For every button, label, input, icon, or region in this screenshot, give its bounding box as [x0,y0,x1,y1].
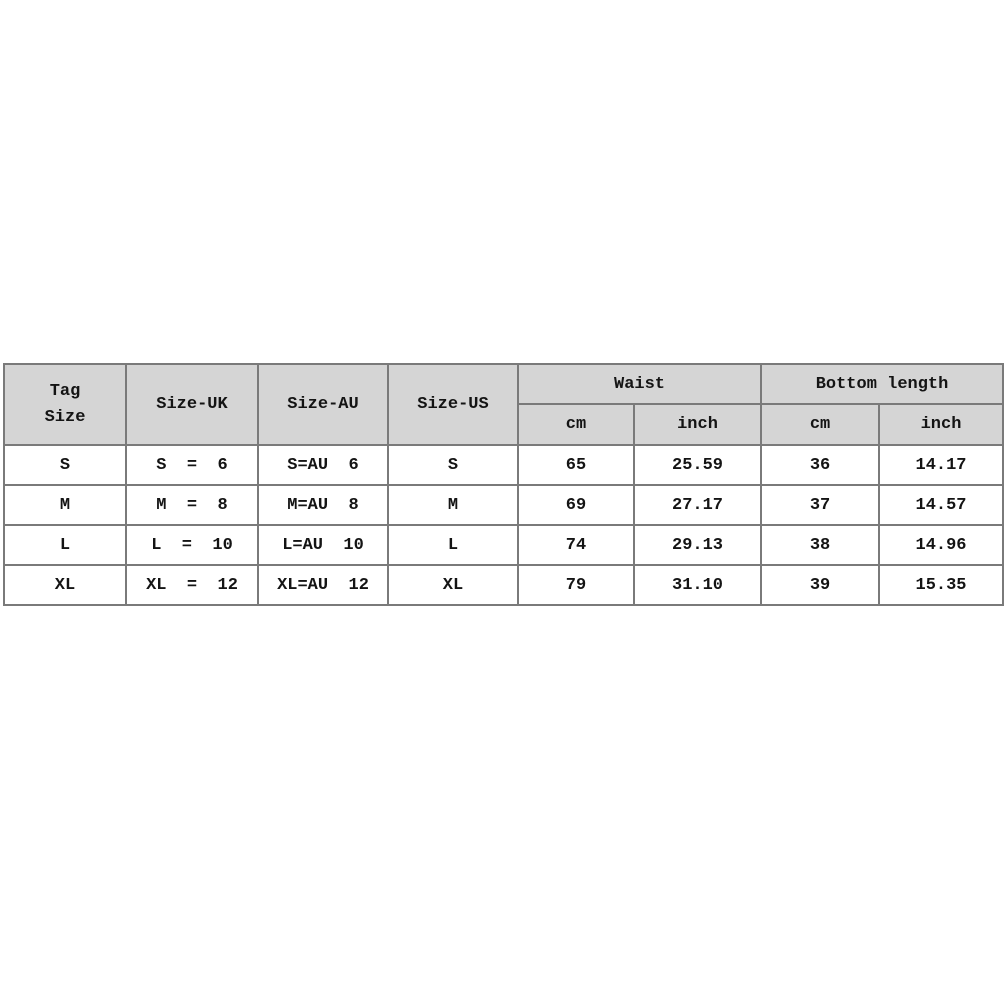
cell-tag-size: M [3,484,127,526]
cell-bottom-cm: 39 [760,564,881,606]
table-row-l: L L = 10 L=AU 10 L 74 29.13 38 14.96 [3,524,1005,566]
cell-size-uk: S = 6 [125,444,259,486]
header-row-2: cm inch cm inch [4,403,1005,446]
cell-waist-cm: 65 [517,444,635,486]
cell-tag-size: L [3,524,127,566]
cell-size-us: XL [387,564,519,606]
header-size-au: Size-AU [257,363,389,446]
cell-waist-inch: 25.59 [632,444,763,486]
table-row-m: M M = 8 M=AU 8 M 69 27.17 37 14.57 [3,484,1005,526]
header-bottom-inch: inch [878,403,1005,446]
table-row-s: S S = 6 S=AU 6 S 65 25.59 36 14.17 [3,444,1005,486]
cell-bottom-cm: 38 [760,524,881,566]
cell-tag-size: XL [3,564,127,606]
cell-size-us: S [387,444,519,486]
cell-bottom-inch: 14.96 [878,524,1005,566]
header-bottom-cm: cm [760,403,881,446]
cell-size-au: M=AU 8 [257,484,389,526]
cell-size-uk: XL = 12 [125,564,259,606]
cell-bottom-inch: 14.57 [878,484,1005,526]
cell-size-au: XL=AU 12 [257,564,389,606]
cell-waist-cm: 69 [517,484,635,526]
cell-bottom-inch: 14.17 [878,444,1005,486]
cell-bottom-cm: 36 [760,444,881,486]
header-size-uk: Size-UK [125,363,259,446]
header-waist-inch: inch [632,403,763,446]
cell-size-us: M [387,484,519,526]
cell-bottom-inch: 15.35 [878,564,1005,606]
cell-bottom-cm: 37 [760,484,881,526]
cell-waist-inch: 29.13 [632,524,763,566]
cell-tag-size: S [3,444,127,486]
cell-waist-cm: 79 [517,564,635,606]
cell-size-au: S=AU 6 [257,444,389,486]
header-tag-size: Tag Size [3,363,127,446]
header-row-1: Tag Size Size-UK Size-AU Size-US Waist B… [3,363,1005,446]
header-waist: Waist [516,363,763,405]
header-waist-cm: cm [517,403,635,446]
cell-size-uk: L = 10 [125,524,259,566]
header-size-us: Size-US [387,363,519,446]
cell-size-au: L=AU 10 [257,524,389,566]
size-chart-table: Tag Size Size-UK Size-AU Size-US Waist B… [3,363,1005,606]
cell-size-uk: M = 8 [125,484,259,526]
cell-size-us: L [387,524,519,566]
cell-waist-inch: 31.10 [632,564,763,606]
header-bottom-length: Bottom length [760,363,1005,405]
table-row-xl: XL XL = 12 XL=AU 12 XL 79 31.10 39 15.35 [3,564,1005,606]
cell-waist-inch: 27.17 [632,484,763,526]
cell-waist-cm: 74 [517,524,635,566]
